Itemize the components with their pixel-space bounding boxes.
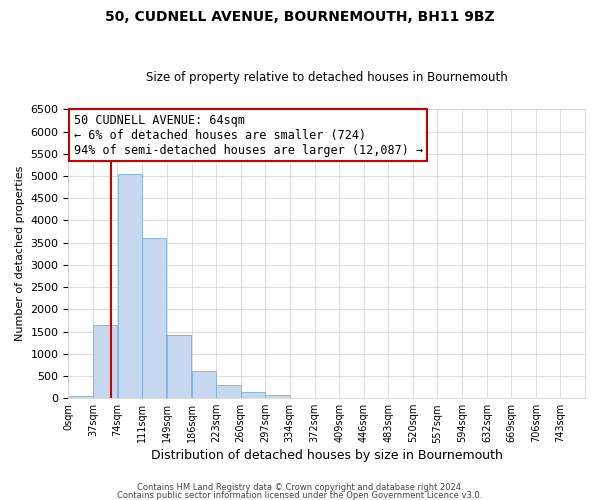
Bar xyxy=(265,396,290,398)
Text: Contains public sector information licensed under the Open Government Licence v3: Contains public sector information licen… xyxy=(118,490,482,500)
Y-axis label: Number of detached properties: Number of detached properties xyxy=(15,166,25,342)
Bar xyxy=(93,325,118,398)
X-axis label: Distribution of detached houses by size in Bournemouth: Distribution of detached houses by size … xyxy=(151,450,503,462)
Bar xyxy=(167,335,191,398)
Text: 50, CUDNELL AVENUE, BOURNEMOUTH, BH11 9BZ: 50, CUDNELL AVENUE, BOURNEMOUTH, BH11 9B… xyxy=(105,10,495,24)
Text: 50 CUDNELL AVENUE: 64sqm
← 6% of detached houses are smaller (724)
94% of semi-d: 50 CUDNELL AVENUE: 64sqm ← 6% of detache… xyxy=(74,114,422,156)
Bar xyxy=(191,371,216,398)
Bar xyxy=(68,396,93,398)
Bar xyxy=(216,384,241,398)
Bar xyxy=(118,174,142,398)
Text: Contains HM Land Registry data © Crown copyright and database right 2024.: Contains HM Land Registry data © Crown c… xyxy=(137,484,463,492)
Bar xyxy=(142,238,166,398)
Title: Size of property relative to detached houses in Bournemouth: Size of property relative to detached ho… xyxy=(146,72,508,85)
Bar xyxy=(241,392,265,398)
